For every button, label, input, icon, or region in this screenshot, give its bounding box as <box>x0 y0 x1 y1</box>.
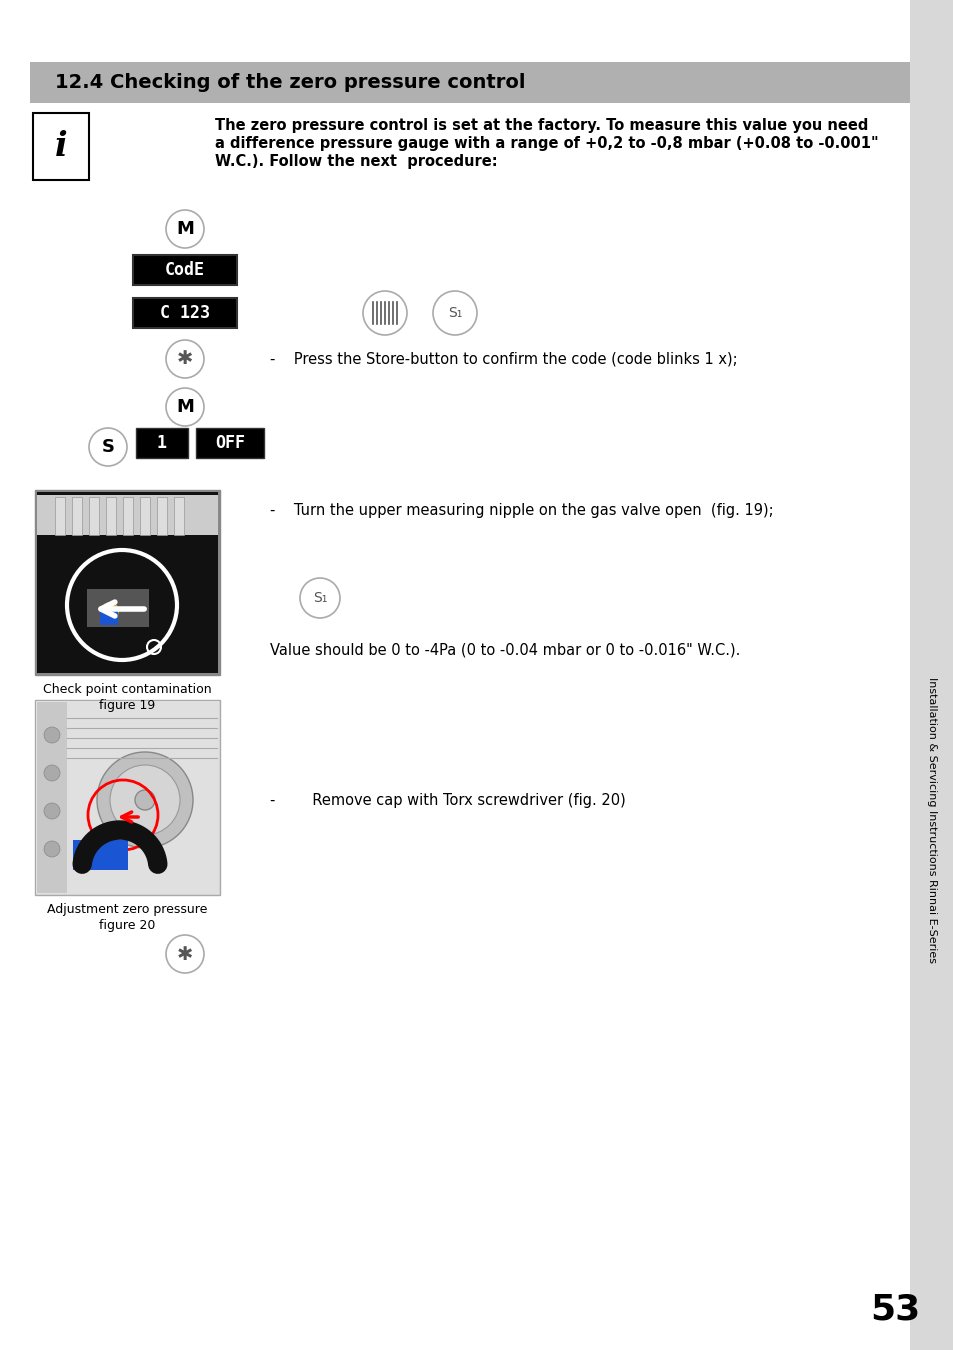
Text: -    Turn the upper measuring nipple on the gas valve open  (fig. 19);: - Turn the upper measuring nipple on the… <box>270 502 773 517</box>
FancyBboxPatch shape <box>55 497 65 535</box>
FancyBboxPatch shape <box>71 497 82 535</box>
Text: ✱: ✱ <box>176 945 193 964</box>
Circle shape <box>97 752 193 848</box>
Text: S₁: S₁ <box>447 306 461 320</box>
Text: a difference pressure gauge with a range of +0,2 to -0,8 mbar (+0.08 to -0.001": a difference pressure gauge with a range… <box>214 136 878 151</box>
Text: i: i <box>54 130 68 163</box>
Text: 12.4 Checking of the zero pressure control: 12.4 Checking of the zero pressure contr… <box>55 73 525 92</box>
FancyBboxPatch shape <box>132 298 236 328</box>
FancyBboxPatch shape <box>140 497 150 535</box>
FancyBboxPatch shape <box>173 497 184 535</box>
FancyBboxPatch shape <box>100 612 118 625</box>
Text: figure 20: figure 20 <box>99 919 155 931</box>
Text: W.C.). Follow the next  procedure:: W.C.). Follow the next procedure: <box>214 154 497 169</box>
FancyBboxPatch shape <box>195 428 264 458</box>
FancyBboxPatch shape <box>35 490 220 675</box>
Text: S₁: S₁ <box>313 591 327 605</box>
Circle shape <box>44 765 60 782</box>
Text: ✱: ✱ <box>176 350 193 369</box>
FancyBboxPatch shape <box>35 701 220 895</box>
Text: OFF: OFF <box>214 433 245 452</box>
Circle shape <box>44 841 60 857</box>
Text: Adjustment zero pressure: Adjustment zero pressure <box>48 903 208 917</box>
FancyBboxPatch shape <box>30 62 919 103</box>
Circle shape <box>101 602 119 620</box>
Text: The zero pressure control is set at the factory. To measure this value you need: The zero pressure control is set at the … <box>214 117 867 134</box>
Text: 53: 53 <box>869 1293 919 1327</box>
Text: figure 19: figure 19 <box>99 699 155 711</box>
Text: Check point contamination: Check point contamination <box>43 683 212 697</box>
Text: -        Remove cap with Torx screwdriver (fig. 20): - Remove cap with Torx screwdriver (fig.… <box>270 792 625 807</box>
Text: M: M <box>176 398 193 416</box>
Text: Installation & Servicing Instructions Rinnai E-Series: Installation & Servicing Instructions Ri… <box>926 676 936 963</box>
FancyBboxPatch shape <box>33 113 89 180</box>
FancyBboxPatch shape <box>136 428 188 458</box>
FancyBboxPatch shape <box>123 497 132 535</box>
Circle shape <box>135 790 154 810</box>
FancyBboxPatch shape <box>132 255 236 285</box>
Text: M: M <box>176 220 193 238</box>
FancyBboxPatch shape <box>157 497 167 535</box>
FancyBboxPatch shape <box>106 497 116 535</box>
Text: 1: 1 <box>157 433 167 452</box>
Text: Value should be 0 to -4Pa (0 to -0.04 mbar or 0 to -0.016" W.C.).: Value should be 0 to -4Pa (0 to -0.04 mb… <box>270 643 740 657</box>
FancyBboxPatch shape <box>73 840 128 869</box>
FancyBboxPatch shape <box>37 702 67 892</box>
Circle shape <box>44 728 60 743</box>
Text: CodE: CodE <box>165 261 205 279</box>
Text: C 123: C 123 <box>160 304 210 323</box>
Text: -    Press the Store-button to confirm the code (code blinks 1 x);: - Press the Store-button to confirm the … <box>270 351 737 366</box>
FancyBboxPatch shape <box>37 491 218 674</box>
Circle shape <box>110 765 180 836</box>
Text: S: S <box>101 437 114 456</box>
FancyBboxPatch shape <box>909 0 953 1350</box>
FancyBboxPatch shape <box>37 495 218 535</box>
FancyBboxPatch shape <box>87 589 149 626</box>
Circle shape <box>44 803 60 819</box>
FancyBboxPatch shape <box>89 497 99 535</box>
FancyBboxPatch shape <box>36 701 219 894</box>
